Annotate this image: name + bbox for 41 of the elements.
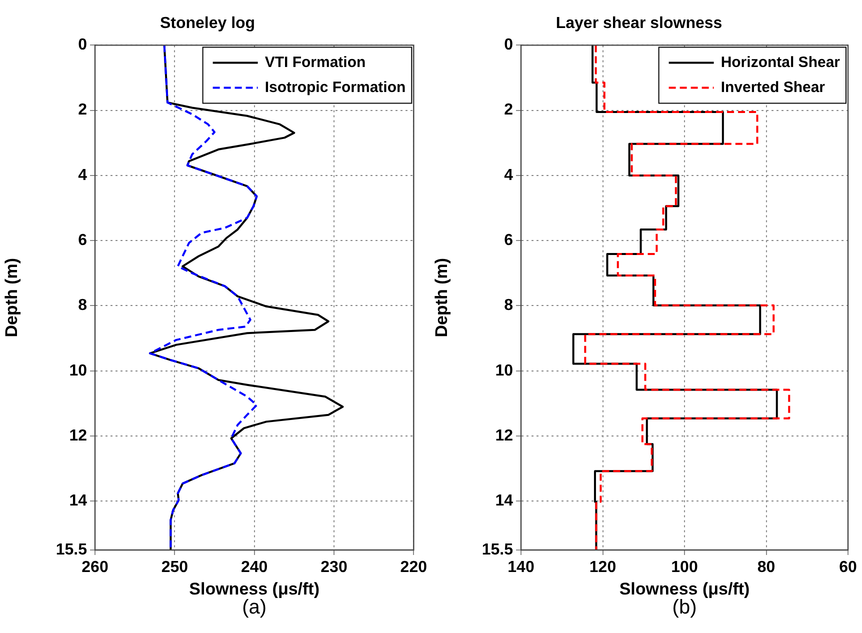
y-tick-label: 8 (78, 297, 88, 314)
legend-label: Inverted Shear (720, 78, 826, 96)
y-axis-title: Depth (m) (2, 258, 21, 338)
x-tick-label: 220 (400, 559, 428, 576)
x-tick-label: 260 (82, 559, 108, 576)
x-tick-label: 60 (839, 559, 857, 576)
line-series (148, 45, 258, 550)
y-tick-label: 0 (78, 36, 88, 54)
legend-label: VTI Formation (264, 54, 366, 71)
x-tick-label: 240 (240, 559, 268, 576)
y-tick-label: 14 (69, 492, 88, 510)
y-tick-label: 12 (69, 427, 88, 444)
y-tick-label: 6 (504, 232, 514, 250)
y-tick-label: 12 (495, 427, 514, 444)
x-axis-title: Slowness (μs/ft) (619, 579, 750, 598)
text: (a) (242, 596, 267, 619)
x-axis-title: Slowness (μs/ft) (189, 579, 320, 598)
x-tick-label: 140 (508, 559, 534, 576)
y-tick-label: 2 (504, 102, 514, 119)
y-tick-label: 15.5 (56, 541, 88, 558)
text: (b) (672, 596, 697, 619)
legend-label: Horizontal Shear (720, 54, 840, 71)
y-tick-label: 10 (69, 362, 88, 380)
y-tick-label: 2 (78, 102, 88, 119)
chart-title: Layer shear slowness (556, 15, 722, 32)
y-tick-label: 0 (504, 36, 514, 54)
y-tick-label: 8 (504, 297, 514, 314)
y-tick-label: 14 (495, 492, 514, 510)
x-tick-label: 250 (161, 559, 188, 576)
y-tick-label: 10 (495, 362, 514, 380)
x-tick-label: 100 (671, 559, 698, 576)
y-tick-label: 15.5 (482, 541, 514, 558)
x-tick-label: 80 (757, 559, 776, 576)
y-tick-label: 4 (78, 166, 88, 184)
chart-title: Stoneley log (160, 15, 256, 32)
x-tick-label: 120 (589, 559, 616, 576)
x-tick-label: 230 (320, 559, 348, 576)
y-tick-label: 4 (504, 166, 514, 184)
legend-label: Isotropic Formation (264, 78, 406, 96)
y-axis-title: Depth (m) (432, 258, 451, 338)
y-tick-label: 6 (78, 232, 88, 250)
